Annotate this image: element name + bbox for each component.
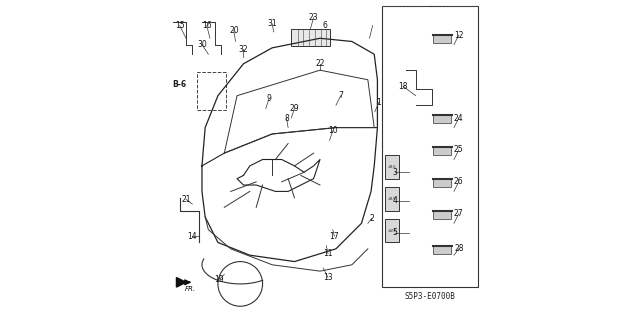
Bar	[433, 35, 451, 43]
Bar	[433, 147, 451, 155]
Bar	[433, 115, 451, 123]
Bar	[433, 211, 451, 219]
Text: 1: 1	[376, 98, 381, 107]
Text: 5: 5	[392, 228, 397, 237]
Text: 23: 23	[309, 13, 319, 22]
Text: 3: 3	[392, 168, 397, 177]
FancyBboxPatch shape	[385, 155, 399, 179]
Text: 27: 27	[454, 209, 463, 218]
Polygon shape	[177, 278, 186, 287]
Text: 6: 6	[323, 21, 327, 30]
Text: FR.: FR.	[184, 286, 196, 292]
Text: 16: 16	[202, 21, 212, 30]
Text: 11: 11	[323, 249, 333, 258]
Text: 10: 10	[328, 126, 337, 135]
FancyBboxPatch shape	[385, 187, 399, 211]
Text: #23: #23	[388, 229, 396, 233]
Text: 32: 32	[239, 45, 248, 54]
Bar	[433, 179, 451, 187]
Text: 8: 8	[284, 114, 289, 122]
Text: 28: 28	[454, 244, 463, 253]
Text: #19: #19	[388, 197, 396, 201]
Text: 7: 7	[339, 91, 343, 100]
Text: 19: 19	[214, 275, 225, 284]
Text: B-6: B-6	[173, 80, 187, 89]
Text: 15: 15	[175, 21, 184, 30]
Text: 21: 21	[181, 195, 191, 204]
Text: 18: 18	[398, 82, 408, 91]
Text: 9: 9	[266, 94, 271, 103]
Bar	[197, 72, 226, 110]
Bar	[382, 6, 478, 287]
Text: 26: 26	[454, 177, 463, 186]
Text: 2: 2	[369, 214, 374, 223]
Text: 13: 13	[323, 273, 333, 282]
Text: 20: 20	[229, 26, 239, 35]
Text: 14: 14	[188, 232, 197, 241]
Text: 29: 29	[290, 104, 300, 113]
Text: #15: #15	[388, 166, 396, 169]
Text: 12: 12	[454, 31, 463, 40]
Text: 25: 25	[454, 145, 463, 154]
Text: 24: 24	[454, 114, 463, 122]
Text: 22: 22	[316, 59, 324, 68]
Text: 30: 30	[197, 40, 207, 49]
Text: 4: 4	[392, 197, 397, 205]
Text: 31: 31	[268, 19, 277, 28]
Bar	[433, 246, 451, 254]
FancyBboxPatch shape	[385, 219, 399, 242]
Text: S5P3-E0700B: S5P3-E0700B	[404, 292, 456, 301]
Text: 17: 17	[330, 232, 339, 241]
FancyBboxPatch shape	[291, 29, 330, 46]
